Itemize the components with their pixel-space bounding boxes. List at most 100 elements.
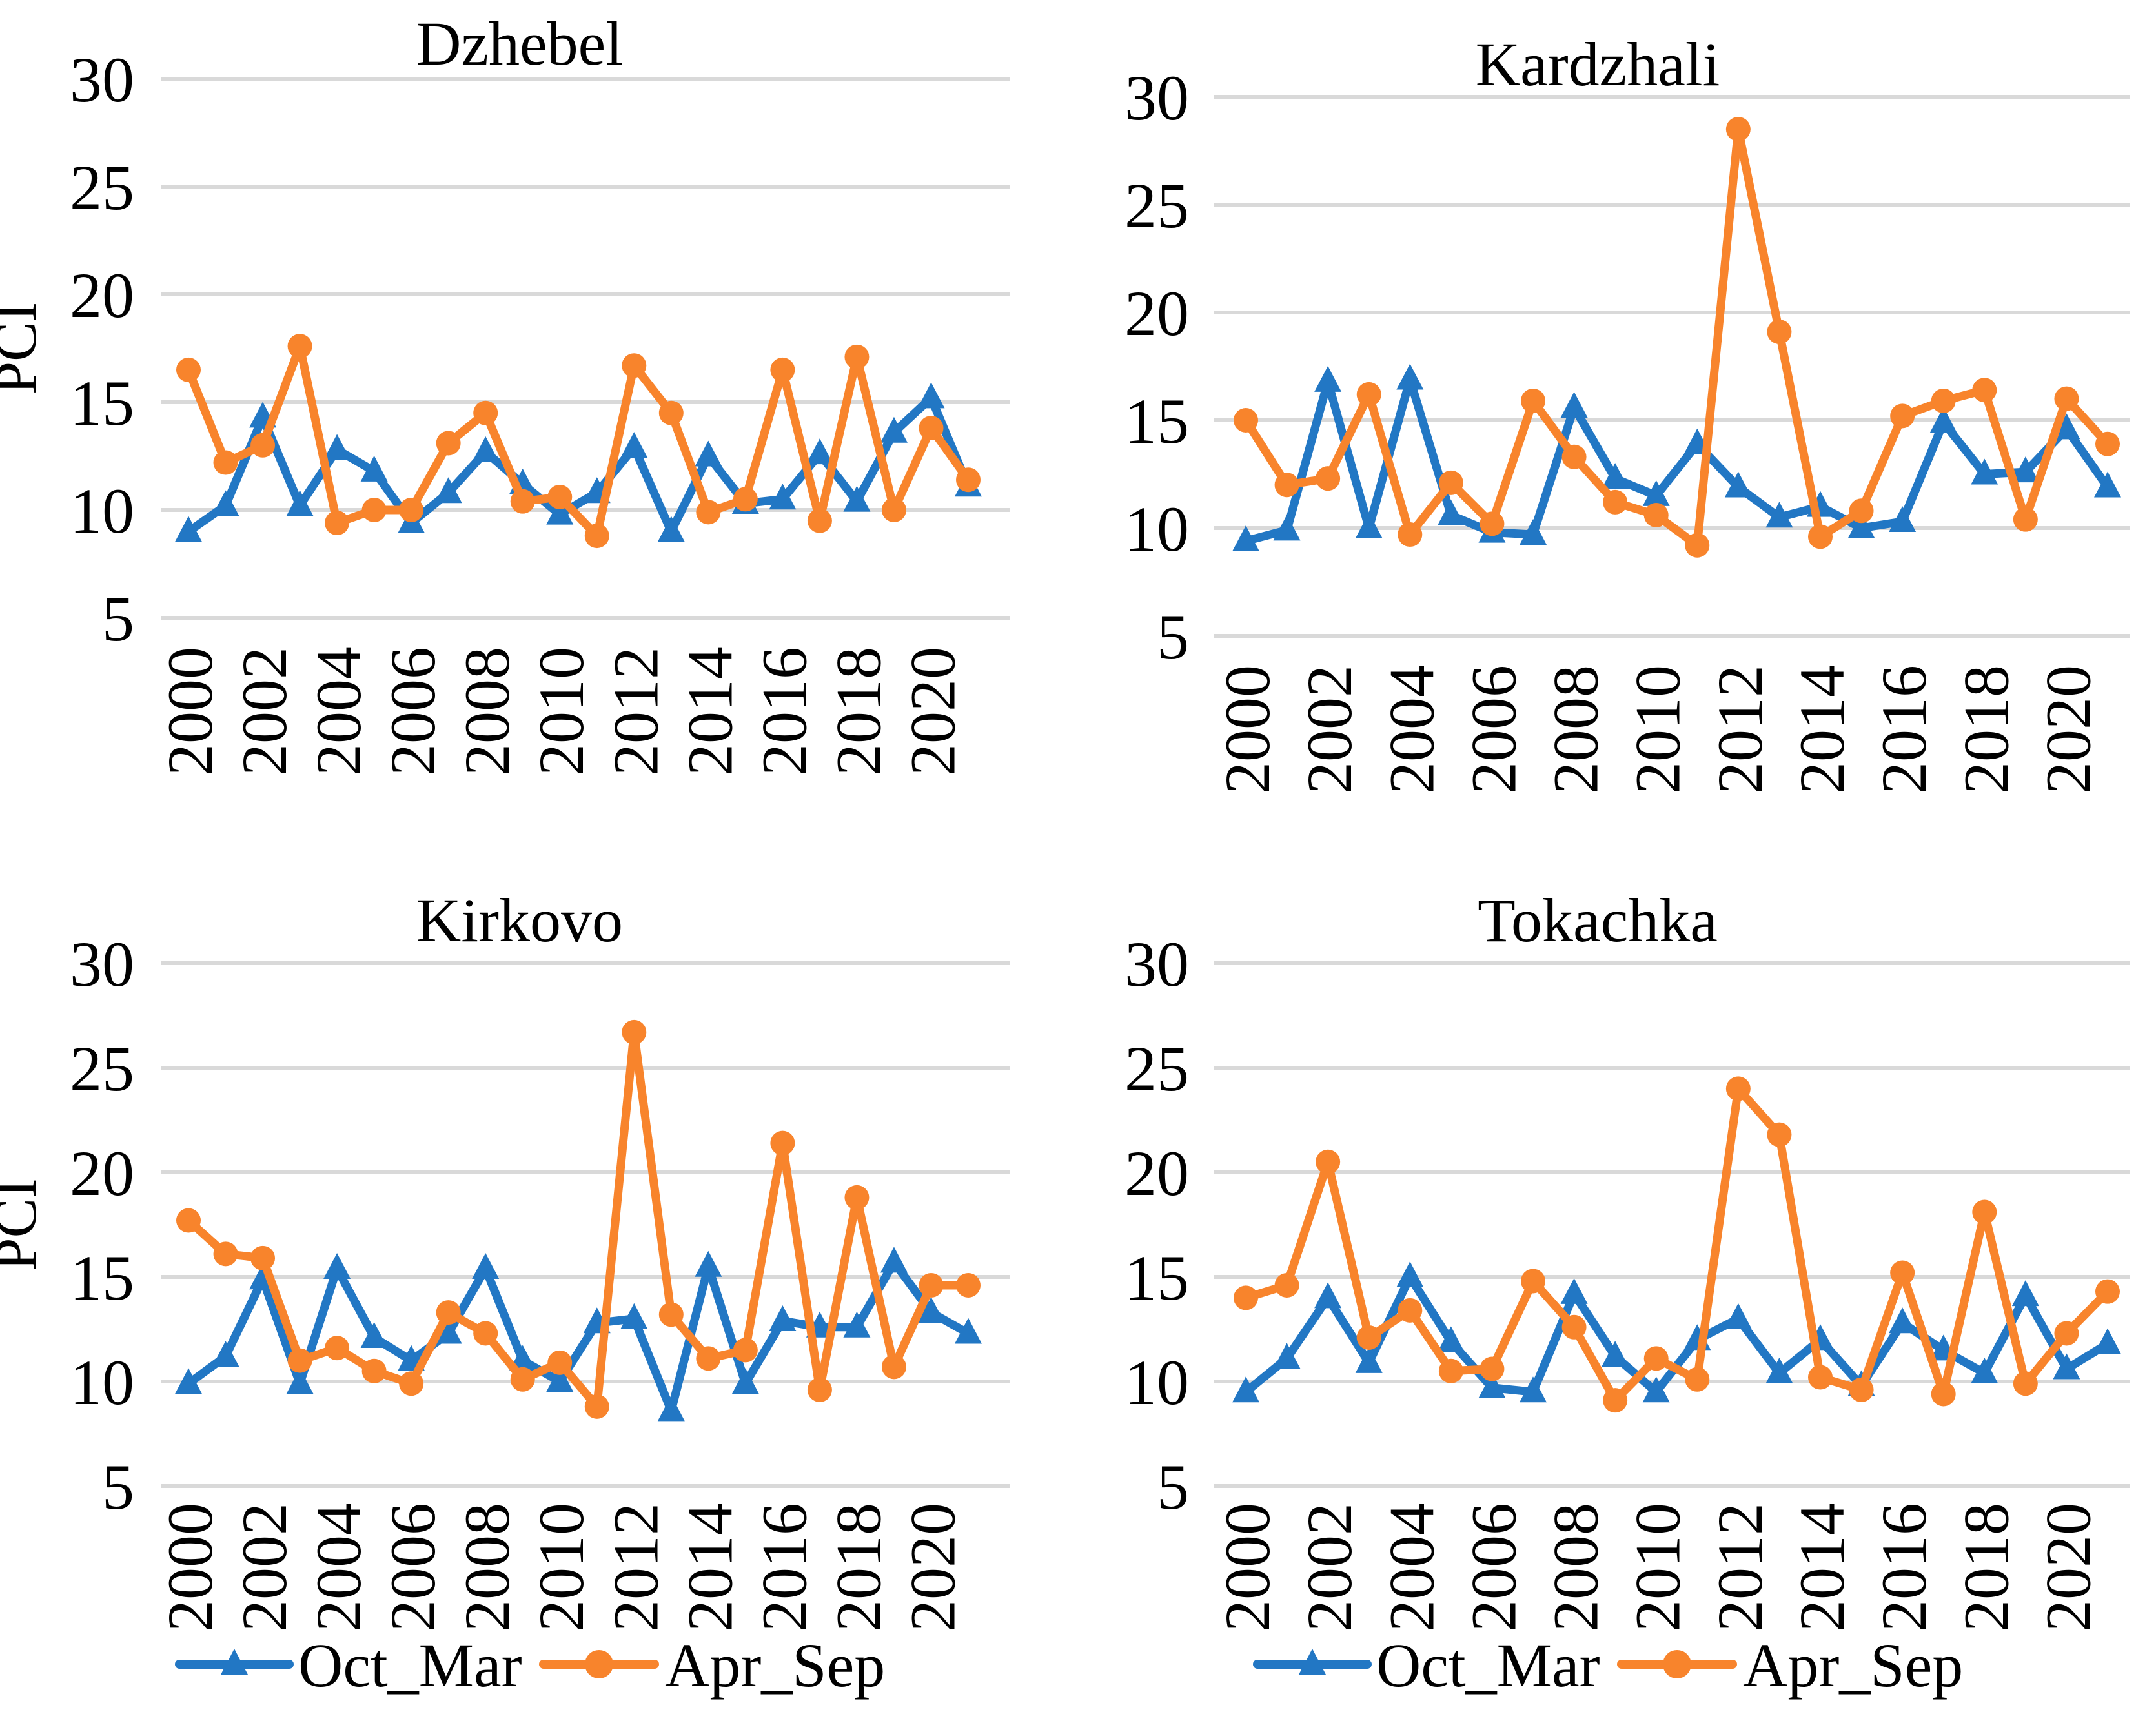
marker-apr-sep bbox=[696, 500, 721, 525]
series-line-apr-sep bbox=[1241, 125, 2112, 550]
marker-apr-sep bbox=[1561, 444, 1587, 469]
x-tick-label: 2018 bbox=[1950, 1503, 2022, 1632]
marker-apr-sep bbox=[844, 344, 870, 369]
x-tick-label: 2020 bbox=[2032, 665, 2104, 794]
marker-apr-sep bbox=[213, 1241, 238, 1267]
x-tick-label: 2010 bbox=[1622, 1503, 1694, 1632]
marker-apr-sep bbox=[1643, 1346, 1669, 1371]
marker-oct-mar bbox=[620, 1303, 648, 1329]
marker-oct-mar bbox=[1765, 502, 1793, 528]
marker-oct-mar bbox=[546, 498, 574, 525]
marker-apr-sep bbox=[510, 1367, 535, 1392]
marker-apr-sep bbox=[2095, 1279, 2120, 1304]
marker-apr-sep bbox=[1438, 470, 1463, 495]
y-tick-label: 20 bbox=[70, 1137, 134, 1209]
marker-apr-sep bbox=[1849, 498, 1874, 524]
marker-apr-sep bbox=[807, 1377, 832, 1402]
x-tick-label: 2004 bbox=[303, 647, 374, 776]
marker-oct-mar bbox=[843, 485, 871, 512]
chart-kardzhali-svg: 30 25 20 15 10 5 Kardzhali 2000 2002 2004 2006 2008… bbox=[1124, 30, 2130, 794]
marker-oct-mar bbox=[1520, 519, 1547, 545]
marker-apr-sep bbox=[919, 1272, 944, 1298]
marker-apr-sep bbox=[1234, 408, 1258, 433]
marker-apr-sep bbox=[1931, 1381, 1956, 1407]
x-tick-label: 2012 bbox=[600, 647, 671, 776]
marker-apr-sep bbox=[325, 1336, 350, 1361]
x-tick-label: 2000 bbox=[1212, 1503, 1283, 1632]
marker-apr-sep bbox=[250, 1245, 276, 1270]
x-tick-label: 2020 bbox=[2032, 1503, 2104, 1632]
x-tick-label: 2012 bbox=[600, 1503, 671, 1632]
marker-oct-mar bbox=[360, 455, 388, 482]
legend-triangle-icon bbox=[221, 1649, 248, 1675]
marker-apr-sep bbox=[1356, 1325, 1381, 1350]
marker-apr-sep bbox=[696, 1346, 721, 1371]
y-tick-label: 20 bbox=[1124, 1137, 1189, 1209]
x-tick-label: 2012 bbox=[1704, 665, 1776, 794]
marker-apr-sep bbox=[1931, 388, 1956, 413]
marker-apr-sep bbox=[770, 357, 795, 382]
marker-oct-mar bbox=[657, 1395, 685, 1422]
marker-oct-mar bbox=[1232, 525, 1259, 552]
marker-oct-mar bbox=[1520, 1376, 1547, 1403]
marker-oct-mar bbox=[1396, 363, 1424, 390]
y-tick-label: 10 bbox=[1124, 1347, 1189, 1418]
marker-apr-sep bbox=[584, 1394, 609, 1419]
marker-apr-sep bbox=[361, 498, 387, 522]
y-tick-label: 5 bbox=[102, 583, 134, 655]
marker-oct-mar bbox=[1971, 1358, 1998, 1384]
marker-apr-sep bbox=[2013, 507, 2038, 532]
chart-tokachka: 30 25 20 15 10 5 Tokachka 2000 2002 2004 2006 2008 2… bbox=[1078, 859, 2156, 1723]
y-tick-label: 25 bbox=[1124, 170, 1189, 241]
legend-label-oct-mar: Oct_Mar bbox=[1376, 1631, 1600, 1700]
x-tick-label: 2014 bbox=[674, 1503, 746, 1632]
x-tick-label: 2016 bbox=[748, 1503, 820, 1632]
marker-oct-mar bbox=[2053, 1353, 2080, 1380]
marker-oct-mar bbox=[472, 436, 500, 462]
marker-apr-sep bbox=[1316, 1149, 1341, 1174]
x-tick-label: 2020 bbox=[897, 647, 968, 776]
marker-oct-mar bbox=[955, 1318, 982, 1344]
marker-apr-sep bbox=[399, 1371, 424, 1396]
series-line-oct-mar bbox=[184, 393, 973, 536]
marker-apr-sep bbox=[770, 1130, 795, 1156]
marker-apr-sep bbox=[287, 1348, 312, 1373]
marker-apr-sep bbox=[1767, 1122, 1792, 1147]
marker-apr-sep bbox=[1521, 1269, 1545, 1294]
marker-oct-mar bbox=[360, 1321, 388, 1348]
x-tick-label: 2014 bbox=[1786, 665, 1858, 794]
marker-apr-sep bbox=[213, 450, 238, 475]
marker-oct-mar bbox=[1273, 1343, 1301, 1369]
marker-apr-sep bbox=[658, 400, 684, 425]
marker-apr-sep bbox=[1274, 473, 1299, 498]
marker-oct-mar bbox=[434, 477, 462, 504]
marker-apr-sep bbox=[622, 1019, 647, 1045]
x-tick-label: 2000 bbox=[1212, 665, 1283, 794]
marker-oct-mar bbox=[286, 490, 314, 516]
marker-oct-mar bbox=[212, 490, 239, 516]
marker-apr-sep bbox=[658, 1302, 684, 1327]
marker-oct-mar bbox=[1929, 407, 1957, 433]
marker-oct-mar bbox=[806, 438, 833, 465]
marker-apr-sep bbox=[547, 1350, 573, 1375]
x-tick-label: 2008 bbox=[451, 1503, 523, 1632]
marker-apr-sep bbox=[1767, 320, 1792, 345]
marker-oct-mar bbox=[2094, 1328, 2121, 1354]
y-axis-label: PCI bbox=[0, 302, 48, 394]
marker-oct-mar bbox=[1437, 1326, 1465, 1352]
legend-label-oct-mar: Oct_Mar bbox=[298, 1631, 522, 1700]
marker-apr-sep bbox=[2054, 386, 2079, 411]
marker-oct-mar bbox=[472, 1253, 500, 1280]
marker-oct-mar bbox=[175, 1368, 202, 1394]
x-tick-label: 2010 bbox=[525, 647, 597, 776]
chart-kardzhali: 30 25 20 15 10 5 Kardzhali 2000 2002 2004 2006 2008… bbox=[1078, 0, 2156, 859]
x-tick-label: 2000 bbox=[154, 1503, 226, 1632]
marker-apr-sep bbox=[1972, 1199, 1997, 1225]
x-tick-label: 2014 bbox=[1786, 1503, 1858, 1632]
x-tick-label: 2004 bbox=[1376, 1503, 1447, 1632]
x-tick-label: 2016 bbox=[1868, 1503, 1940, 1632]
marker-oct-mar bbox=[880, 416, 908, 443]
x-tick-label: 2002 bbox=[229, 1503, 300, 1632]
marker-apr-sep bbox=[919, 416, 944, 441]
marker-oct-mar bbox=[1765, 1358, 1793, 1384]
